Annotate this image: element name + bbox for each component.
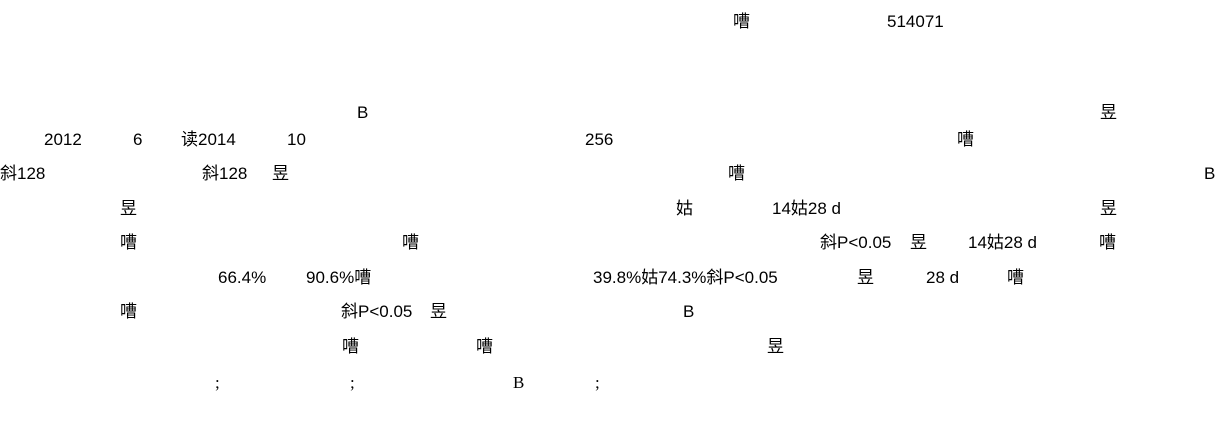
body-text: 嘈 bbox=[728, 164, 745, 183]
body-text: 昱 bbox=[767, 337, 784, 356]
keyword-separator: ; bbox=[215, 373, 220, 392]
body-text: 39.8%姑74.3%斜P<0.05 bbox=[593, 268, 778, 287]
body-text: 90.6%嘈 bbox=[306, 268, 372, 287]
body-text: 昱 bbox=[120, 199, 137, 218]
body-text: 256 bbox=[585, 130, 614, 149]
body-text: 嘈 bbox=[957, 130, 974, 149]
body-text: 嘈 bbox=[120, 302, 137, 321]
body-text: 昱 bbox=[1100, 199, 1117, 218]
body-text: 昱 bbox=[910, 233, 927, 252]
body-text: 昱 bbox=[272, 164, 289, 183]
body-text: 2012 bbox=[44, 130, 82, 149]
keyword-text: B bbox=[513, 373, 525, 392]
body-text: 姑 bbox=[676, 199, 693, 218]
keyword-separator: ; bbox=[350, 373, 355, 392]
body-text: 昱 bbox=[1100, 103, 1117, 122]
keyword-separator: ; bbox=[595, 373, 600, 392]
body-text: 嘈 bbox=[1007, 268, 1024, 287]
body-text: 斜128 bbox=[0, 164, 46, 183]
body-text: B bbox=[357, 103, 369, 122]
body-text: 嘈 bbox=[1099, 233, 1116, 252]
body-text: 嘈 bbox=[402, 233, 419, 252]
body-text: 嘈 bbox=[476, 337, 493, 356]
body-text: 昱 bbox=[430, 302, 447, 321]
body-text: 6 bbox=[133, 130, 143, 149]
header-glyph: 嘈 bbox=[733, 12, 750, 31]
body-text: 嘈 bbox=[342, 337, 359, 356]
body-text: 嘈 bbox=[120, 233, 137, 252]
body-text: 28 d bbox=[926, 268, 960, 287]
body-text: B bbox=[683, 302, 695, 321]
body-text: 读2014 bbox=[181, 130, 236, 149]
body-text: 10 bbox=[287, 130, 306, 149]
body-text: 66.4% bbox=[218, 268, 267, 287]
body-text: B bbox=[1204, 164, 1216, 183]
body-text: 14姑28 d bbox=[968, 233, 1037, 252]
body-text: 斜P<0.05 bbox=[341, 302, 413, 321]
body-text: 14姑28 d bbox=[772, 199, 841, 218]
body-text: 斜P<0.05 bbox=[820, 233, 892, 252]
body-text: 斜128 bbox=[202, 164, 248, 183]
postal-code: 514071 bbox=[887, 12, 944, 31]
body-text: 昱 bbox=[857, 268, 874, 287]
